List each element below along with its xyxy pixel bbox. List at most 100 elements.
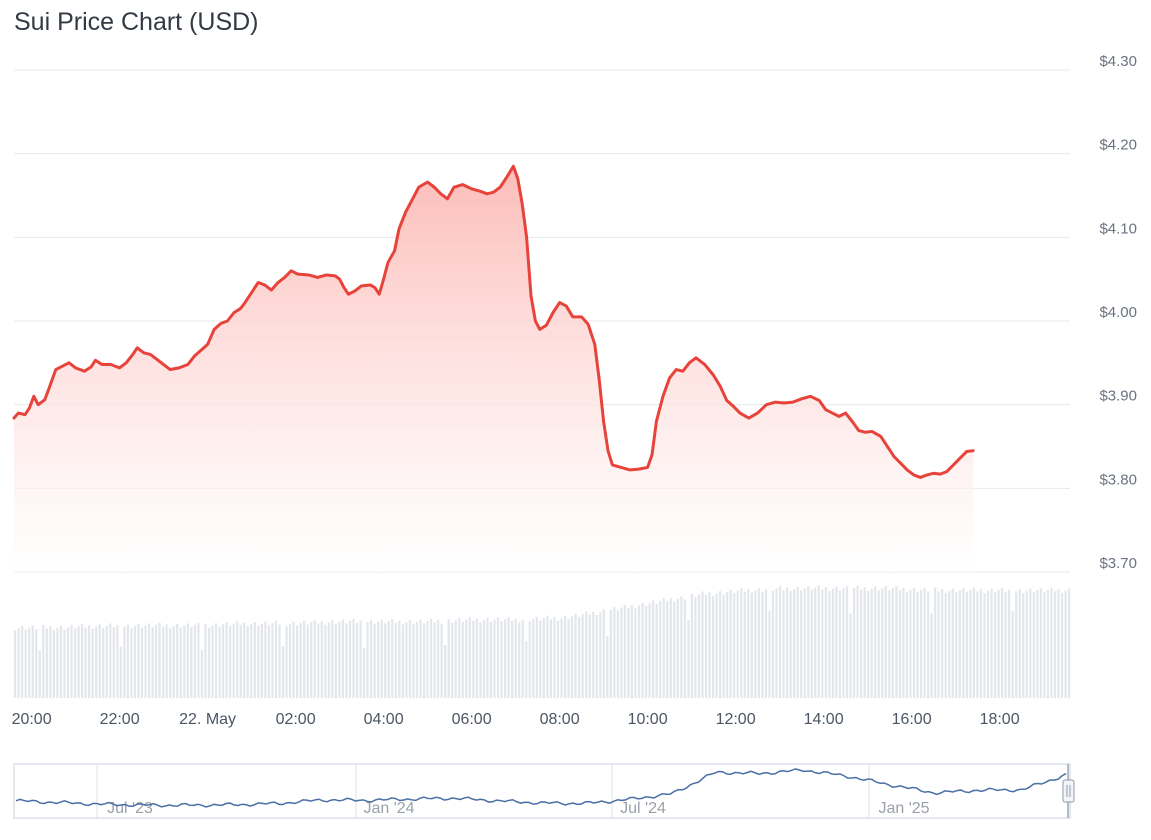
volume-bar bbox=[958, 590, 961, 698]
volume-bar bbox=[77, 626, 80, 698]
x-tick-label: 08:00 bbox=[540, 711, 580, 728]
volume-bar bbox=[250, 624, 253, 698]
volume-bar bbox=[197, 622, 200, 698]
y-axis-labels: $4.30 $4.20 $4.10 $4.00 $3.90 $3.80 $3.70 bbox=[1099, 53, 1137, 572]
volume-bar bbox=[687, 620, 690, 698]
volume-bar bbox=[997, 590, 1000, 698]
volume-bar bbox=[754, 590, 757, 698]
price-line[interactable] bbox=[12, 164, 975, 479]
volume-bar bbox=[109, 623, 112, 698]
volume-bar bbox=[331, 620, 334, 698]
volume-bar bbox=[912, 587, 916, 698]
y-tick-label: $3.80 bbox=[1099, 471, 1137, 488]
volume-bar bbox=[80, 623, 84, 698]
volume-bar bbox=[669, 598, 672, 698]
volume-bar bbox=[785, 587, 789, 698]
volume-bar bbox=[496, 617, 500, 698]
volume-bar bbox=[574, 613, 577, 698]
volume-bar bbox=[560, 618, 563, 698]
volume-bar bbox=[972, 587, 976, 698]
volume-bar bbox=[796, 586, 799, 698]
volume-bar bbox=[412, 623, 415, 698]
navigator-handle[interactable] bbox=[1062, 779, 1075, 803]
volume-bar bbox=[306, 624, 309, 698]
volume-bar bbox=[21, 625, 24, 698]
volume-bar bbox=[486, 618, 489, 698]
volume-bar bbox=[641, 602, 644, 698]
volume-bar bbox=[211, 625, 214, 698]
volume-bar bbox=[137, 623, 140, 698]
volume-bar bbox=[116, 625, 119, 698]
volume-bar bbox=[394, 622, 397, 698]
volume-bar bbox=[296, 625, 299, 698]
volume-bar bbox=[1004, 591, 1007, 698]
volume-bar bbox=[719, 591, 722, 698]
volume-bar bbox=[503, 619, 507, 698]
volume-bar bbox=[588, 614, 591, 698]
volume-bar bbox=[775, 588, 778, 698]
navigator-handle-grip[interactable] bbox=[1062, 779, 1075, 803]
volume-bar bbox=[1057, 589, 1060, 698]
volume-bar bbox=[842, 588, 845, 698]
volume-bar bbox=[898, 589, 901, 698]
volume-bar bbox=[856, 585, 859, 698]
volume-bar bbox=[52, 630, 55, 698]
volume-bar bbox=[722, 594, 725, 698]
x-tick-label: 22:00 bbox=[100, 711, 140, 728]
volume-bar bbox=[401, 624, 404, 698]
volume-bar bbox=[239, 624, 242, 698]
volume-bar bbox=[613, 607, 616, 698]
volume-bar bbox=[585, 611, 588, 698]
volume-bar bbox=[218, 626, 221, 698]
volume-bar bbox=[944, 592, 947, 698]
volume-bar bbox=[1018, 589, 1021, 698]
volume-bar bbox=[778, 586, 782, 698]
volume-bar bbox=[884, 586, 887, 699]
volume-bar bbox=[747, 589, 750, 698]
volume-bar bbox=[440, 623, 443, 698]
volume-bar bbox=[694, 596, 697, 698]
volume-bar bbox=[373, 623, 376, 698]
volume-bar bbox=[56, 628, 59, 698]
volume-bar bbox=[253, 622, 256, 698]
volume-bar bbox=[345, 623, 348, 698]
volume-bar bbox=[817, 585, 820, 698]
volume-bar bbox=[169, 628, 172, 698]
volume-bar bbox=[666, 601, 669, 698]
volume-bar bbox=[701, 591, 704, 698]
volume-bar bbox=[59, 625, 63, 698]
volume-bar bbox=[384, 623, 387, 698]
volume-bar bbox=[387, 621, 390, 698]
volume-bar bbox=[1046, 589, 1050, 698]
volume-bar bbox=[867, 590, 870, 698]
volume-bar bbox=[662, 598, 665, 698]
volume-bar bbox=[969, 589, 972, 698]
volume-bar bbox=[24, 629, 27, 698]
volume-bar bbox=[934, 587, 937, 698]
volume-bar bbox=[437, 620, 440, 698]
volume-bar bbox=[366, 622, 369, 698]
volume-bar bbox=[683, 599, 686, 698]
volume-bar bbox=[1060, 592, 1064, 698]
volume-bar bbox=[532, 619, 535, 698]
volume-bar bbox=[1068, 588, 1071, 699]
volume-bar bbox=[757, 588, 760, 698]
volume-bar bbox=[743, 591, 746, 698]
navigator[interactable]: Jul '23 Jan '24 Jul '24 Jan '25 bbox=[13, 763, 1075, 819]
volume-bar bbox=[965, 591, 968, 698]
volume-bar bbox=[807, 586, 810, 699]
volume-bar bbox=[514, 618, 517, 699]
volume-bar bbox=[84, 627, 87, 698]
volume-bar bbox=[73, 628, 77, 698]
volume-bar bbox=[507, 617, 510, 698]
volume-bar bbox=[800, 590, 803, 698]
volume-bar bbox=[810, 589, 813, 699]
volume-bar bbox=[151, 627, 154, 698]
volume-bar bbox=[782, 589, 785, 698]
volume-bar bbox=[433, 622, 436, 698]
volume-bar bbox=[229, 625, 232, 698]
volume-bar bbox=[711, 595, 715, 698]
volume-bar bbox=[408, 620, 412, 698]
volume-bar bbox=[317, 623, 320, 698]
